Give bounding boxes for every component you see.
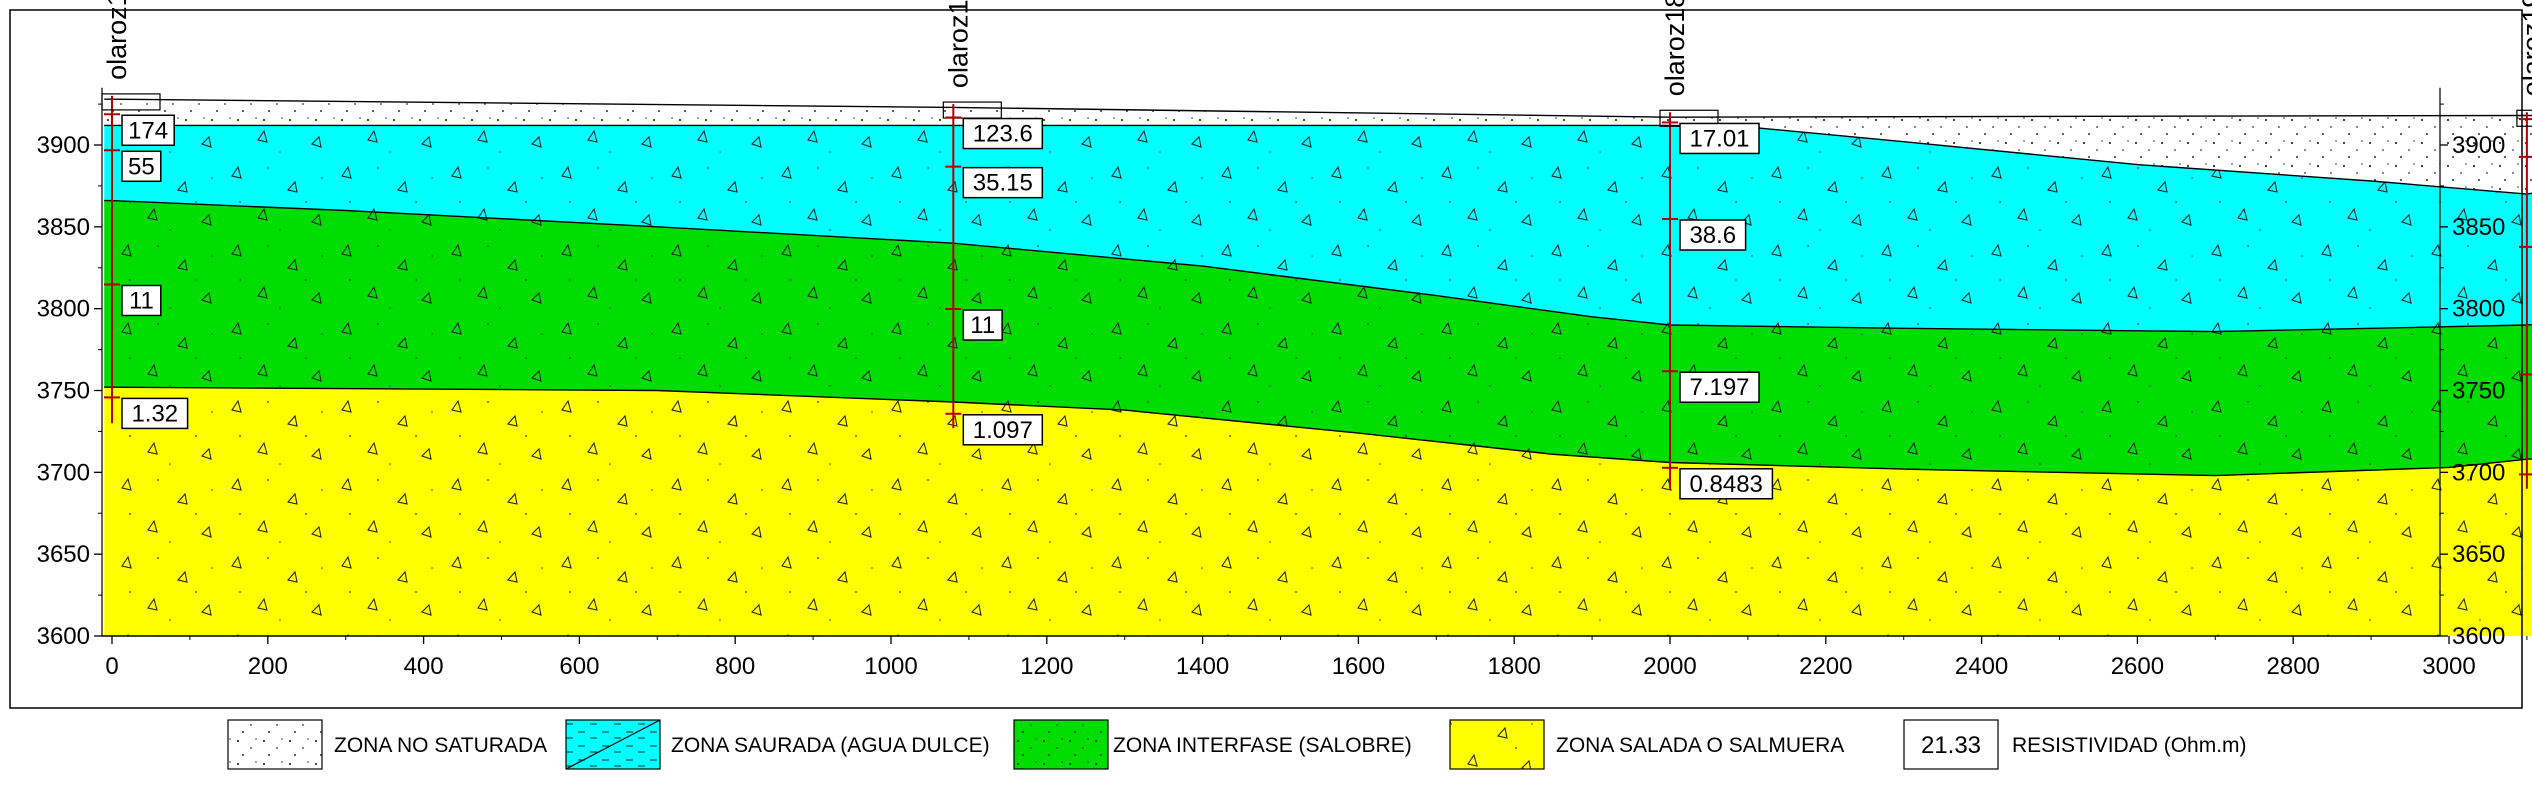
x-tick-label: 2600 (2111, 653, 2164, 680)
resistivity-value: 7.197 (1689, 374, 1749, 401)
y-tick-label-right: 3700 (2452, 459, 2505, 486)
resistivity-box (1679, 219, 1747, 251)
legend-label: ZONA SALADA O SALMUERA (1556, 734, 1844, 757)
well-collar (101, 93, 161, 111)
resistivity-box (962, 166, 1044, 199)
y-tick-label-right: 3800 (2452, 296, 2505, 323)
x-tick-label: 2200 (1799, 653, 1852, 680)
y-tick-label-right: 3600 (2452, 623, 2505, 650)
zone-saurada-pattern (104, 125, 2532, 332)
y-tick-label-right: 3850 (2452, 214, 2505, 241)
well-olaroz16_0: olaroz16_0 174 55 11 1.32 (101, 0, 189, 430)
frame-layer: 0 200 400 600 800 1000 1200 1400 1600 1800 2000 220… (9, 9, 2528, 709)
y-tick-label-left: 3800 (37, 296, 90, 323)
well-olaroz17_0: olaroz17_0 123.6 35.15 11 1.097 (942, 0, 1044, 446)
resistivity-value: 35.15 (973, 170, 1033, 197)
x-tick-label: 2000 (1643, 653, 1696, 680)
resistivity-box (1679, 468, 1774, 500)
y-tick-label-left: 3750 (37, 378, 90, 405)
well-olaroz19_0: olaroz19_028.1622.5530.9611.471.905 (2516, 0, 2532, 489)
y-tick-label-right: 3900 (2452, 132, 2505, 159)
legend-item-1: ZONA NO SATURADA (227, 719, 547, 770)
resistivity-box (121, 397, 189, 430)
x-tick-label: 2400 (1955, 653, 2008, 680)
well-name-label: olaroz17_0 (943, 0, 973, 88)
well-olaroz18_0: olaroz18_0 17.01 38.6 7.197 0.8483 (1659, 0, 1774, 500)
resistivity-value: 17.01 (1689, 125, 1749, 152)
legend-swatch-pattern (1450, 720, 1544, 769)
legend-item-4: ZONA SALADA O SALMUERA (1449, 719, 1844, 770)
y-tick-label-right: 3650 (2452, 541, 2505, 568)
x-tick-label: 200 (248, 653, 288, 680)
y-tick-label-left: 3900 (37, 132, 90, 159)
well-collar (2516, 109, 2532, 127)
outer-frame (9, 9, 2523, 709)
y-tick-label-left: 3700 (37, 459, 90, 486)
zone-no-saturada-pattern (104, 99, 2532, 195)
well-name-label: olaroz18_0 (1660, 0, 1690, 96)
resistivity-box (121, 114, 175, 147)
zone-boundary-line (104, 386, 2532, 477)
resistivity-value: 1.32 (131, 400, 178, 427)
resistivity-value: 11 (129, 287, 154, 314)
x-tick-label: 1000 (864, 653, 917, 680)
resistivity-value: 0.8483 (1689, 471, 1762, 498)
resistivity-value: 11 (970, 312, 995, 339)
resistivity-value: 38.6 (1689, 222, 1736, 249)
x-tick-label: 600 (559, 653, 599, 680)
legend-swatch-diagonal (565, 719, 661, 770)
x-tick-label: 2800 (2267, 653, 2320, 680)
x-tick-label: 1600 (1332, 653, 1385, 680)
resistivity-box (962, 117, 1044, 150)
legend-resistivity-label: RESISTIVIDAD (Ohm.m) (2012, 734, 2247, 757)
legend-label: ZONA NO SATURADA (334, 734, 547, 757)
legend-item-resistivity: 21.33 RESISTIVIDAD (Ohm.m) (1903, 719, 2247, 770)
resistivity-box (962, 309, 1003, 341)
resistivity-box (121, 150, 162, 183)
resistivity-box (121, 284, 162, 317)
x-tick-label: 1200 (1020, 653, 1073, 680)
zone-boundary-line (104, 98, 2532, 118)
x-tick-label: 1800 (1488, 653, 1541, 680)
y-tick-label-left: 3650 (37, 541, 90, 568)
legend-label: ZONA SAURADA (AGUA DULCE) (671, 734, 990, 757)
legend: ZONA NO SATURADA ZONA SAURADA (AGUA DULCE… (227, 719, 2247, 770)
resistivity-value: 174 (128, 117, 168, 144)
y-tick-label-left: 3850 (37, 214, 90, 241)
resistivity-value: 1.097 (973, 417, 1033, 444)
resistivity-box (1679, 371, 1760, 403)
y-tick-label-right: 3750 (2452, 378, 2505, 405)
x-tick-label: 0 (105, 653, 118, 680)
zone-interfase-pattern (104, 200, 2532, 476)
legend-swatch-pattern (1014, 720, 1108, 769)
wells-layer: olaroz16_0 174 55 11 1.32 olaroz17_0 123.6 35.1… (101, 0, 2532, 500)
zone-salada-pattern (104, 387, 2532, 636)
y-tick-label-left: 3600 (37, 623, 90, 650)
resistivity-box (1679, 122, 1760, 155)
x-tick-label: 800 (715, 653, 755, 680)
legend-item-3: ZONA INTERFASE (SALOBRE) (1013, 719, 1412, 770)
well-name-label: olaroz19_0 (2517, 0, 2532, 96)
x-tick-label: 400 (404, 653, 444, 680)
well-name-label: olaroz16_0 (102, 0, 132, 80)
legend-item-2: ZONA SAURADA (AGUA DULCE) (565, 719, 990, 770)
legend-resistivity-sample: 21.33 (1921, 732, 1981, 759)
resistivity-value: 55 (128, 153, 155, 180)
x-tick-label: 1400 (1176, 653, 1229, 680)
zones-layer (104, 98, 2532, 636)
resistivity-value: 123.6 (973, 121, 1033, 148)
x-tick-label: 3000 (2422, 653, 2475, 680)
zone-boundary-line (104, 199, 2532, 333)
zone-boundary-line (104, 124, 2532, 195)
legend-label: ZONA INTERFASE (SALOBRE) (1113, 734, 1412, 757)
resistivity-box (962, 414, 1044, 446)
legend-resistivity-box (1903, 719, 1999, 770)
legend-swatch-pattern (228, 720, 322, 769)
